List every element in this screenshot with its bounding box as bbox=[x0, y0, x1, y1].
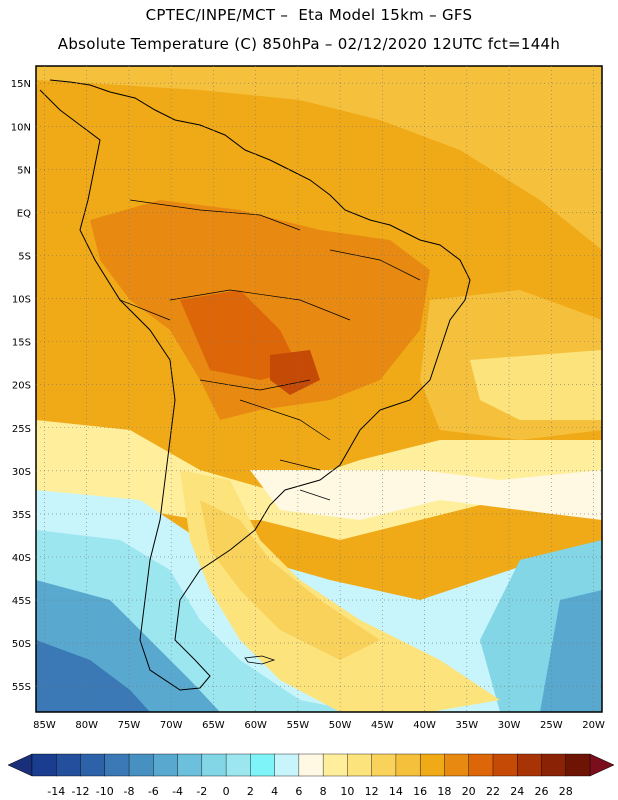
lat-label: 5N bbox=[17, 165, 31, 176]
colorbar-label: 18 bbox=[437, 785, 451, 798]
colorbar-label: 16 bbox=[413, 785, 427, 798]
colorbar-label: 26 bbox=[534, 785, 548, 798]
field-coldest-sw bbox=[36, 640, 150, 712]
colorbar-swatch bbox=[371, 753, 397, 777]
field-patagonia-tongue bbox=[180, 470, 500, 712]
colorbar-swatch bbox=[395, 753, 421, 777]
longitude-labels: 85W 80W 75W 70W 65W 60W 55W 50W 45W 40W 35W 30W 25W 2… bbox=[33, 720, 605, 731]
lat-label: 15N bbox=[11, 79, 31, 90]
colorbar-swatch bbox=[347, 753, 373, 777]
colorbar-swatch bbox=[468, 753, 494, 777]
colorbar-swatch bbox=[80, 753, 106, 777]
field-north-ocean bbox=[36, 66, 602, 250]
lon-label: 25W bbox=[540, 720, 563, 731]
south-america-coastline bbox=[39, 79, 471, 691]
lon-label: 40W bbox=[413, 720, 436, 731]
colorbar-swatch bbox=[31, 753, 57, 777]
colorbar-label: -2 bbox=[196, 785, 207, 798]
colorbar-label: 6 bbox=[295, 785, 302, 798]
colorbar-swatch bbox=[541, 753, 567, 777]
lat-label: 50S bbox=[12, 639, 31, 650]
colorbar-label: -6 bbox=[148, 785, 159, 798]
internal-borders bbox=[119, 199, 421, 501]
lon-label: 20W bbox=[582, 720, 605, 731]
lon-label: 65W bbox=[202, 720, 225, 731]
colorbar-label: -8 bbox=[124, 785, 135, 798]
colorbar: -14 -12 -10 -8 -6 -4 -2 0 2 4 6 8 10 12 14 16 18 20 22 24 26… bbox=[7, 753, 615, 798]
colorbar-label: -12 bbox=[72, 785, 90, 798]
lat-label: 45S bbox=[12, 596, 31, 607]
colorbar-swatch bbox=[56, 753, 82, 777]
lat-label: 40S bbox=[12, 553, 31, 564]
colorbar-label: 22 bbox=[486, 785, 500, 798]
colorbar-swatch bbox=[565, 753, 591, 777]
latitude-labels: 15N 10N 5N EQ 5S 10S 15S 20S 25S 30S 35S 40S 45S 50S 5… bbox=[11, 79, 31, 693]
field-colder-se bbox=[540, 590, 602, 712]
colorbar-swatch bbox=[177, 753, 203, 777]
lat-label: 35S bbox=[12, 510, 31, 521]
colorbar-swatch bbox=[492, 753, 518, 777]
colorbar-label: 0 bbox=[223, 785, 230, 798]
lat-label: 25S bbox=[12, 424, 31, 435]
colorbar-swatch bbox=[517, 753, 542, 777]
colorbar-label: 8 bbox=[320, 785, 327, 798]
lon-label: 55W bbox=[287, 720, 310, 731]
lon-label: 45W bbox=[371, 720, 394, 731]
field-patagonia-core bbox=[200, 500, 380, 660]
colorbar-swatch bbox=[298, 753, 324, 777]
colorbar-label: -10 bbox=[96, 785, 114, 798]
colorbar-label: 10 bbox=[340, 785, 354, 798]
colorbar-low-cap bbox=[7, 753, 33, 777]
colorbar-swatch bbox=[419, 753, 445, 777]
lon-label: 80W bbox=[75, 720, 98, 731]
lon-label: 50W bbox=[329, 720, 352, 731]
colorbar-swatch bbox=[250, 753, 276, 777]
lon-label: 30W bbox=[498, 720, 521, 731]
colorbar-label: -14 bbox=[47, 785, 65, 798]
lon-label: 75W bbox=[118, 720, 141, 731]
lon-label: 35W bbox=[456, 720, 479, 731]
colorbar-label: 14 bbox=[389, 785, 403, 798]
lat-label: 15S bbox=[12, 338, 31, 349]
lat-label: 10S bbox=[12, 295, 31, 306]
colorbar-label: 2 bbox=[247, 785, 254, 798]
colorbar-label: 20 bbox=[462, 785, 476, 798]
temperature-field bbox=[36, 66, 602, 712]
field-hot-spot bbox=[270, 350, 320, 395]
lat-label: 5S bbox=[18, 251, 31, 262]
map-frame bbox=[35, 65, 603, 713]
lat-label: EQ bbox=[17, 208, 31, 219]
lat-label: 55S bbox=[12, 682, 31, 693]
colorbar-label: 24 bbox=[510, 785, 524, 798]
colorbar-swatch bbox=[444, 753, 470, 777]
colorbar-swatch bbox=[104, 753, 130, 777]
lon-label: 85W bbox=[33, 720, 56, 731]
header-line-1: CPTEC/INPE/MCT – Eta Model 15km – GFS bbox=[145, 6, 473, 24]
falkland-islands bbox=[244, 655, 276, 665]
header-line-2: Absolute Temperature (C) 850hPa – 02/12/… bbox=[57, 35, 561, 53]
colorbar-swatch bbox=[153, 753, 179, 777]
colorbar-label: 4 bbox=[271, 785, 278, 798]
lon-label: 60W bbox=[244, 720, 267, 731]
colorbar-label: 28 bbox=[559, 785, 573, 798]
colorbar-swatch bbox=[201, 753, 227, 777]
field-south-pale bbox=[250, 470, 602, 520]
colorbar-swatch bbox=[128, 753, 154, 777]
colorbar-high-cap bbox=[589, 753, 615, 777]
lat-label: 30S bbox=[12, 467, 31, 478]
colorbar-swatch bbox=[225, 753, 251, 777]
colorbar-swatch bbox=[274, 753, 300, 777]
field-atlantic-mild bbox=[470, 350, 602, 420]
colorbar-label: -4 bbox=[172, 785, 183, 798]
lat-label: 10N bbox=[11, 122, 31, 133]
lat-label: 20S bbox=[12, 381, 31, 392]
colorbar-label: 12 bbox=[365, 785, 379, 798]
colorbar-swatch bbox=[322, 753, 348, 777]
lon-label: 70W bbox=[160, 720, 183, 731]
